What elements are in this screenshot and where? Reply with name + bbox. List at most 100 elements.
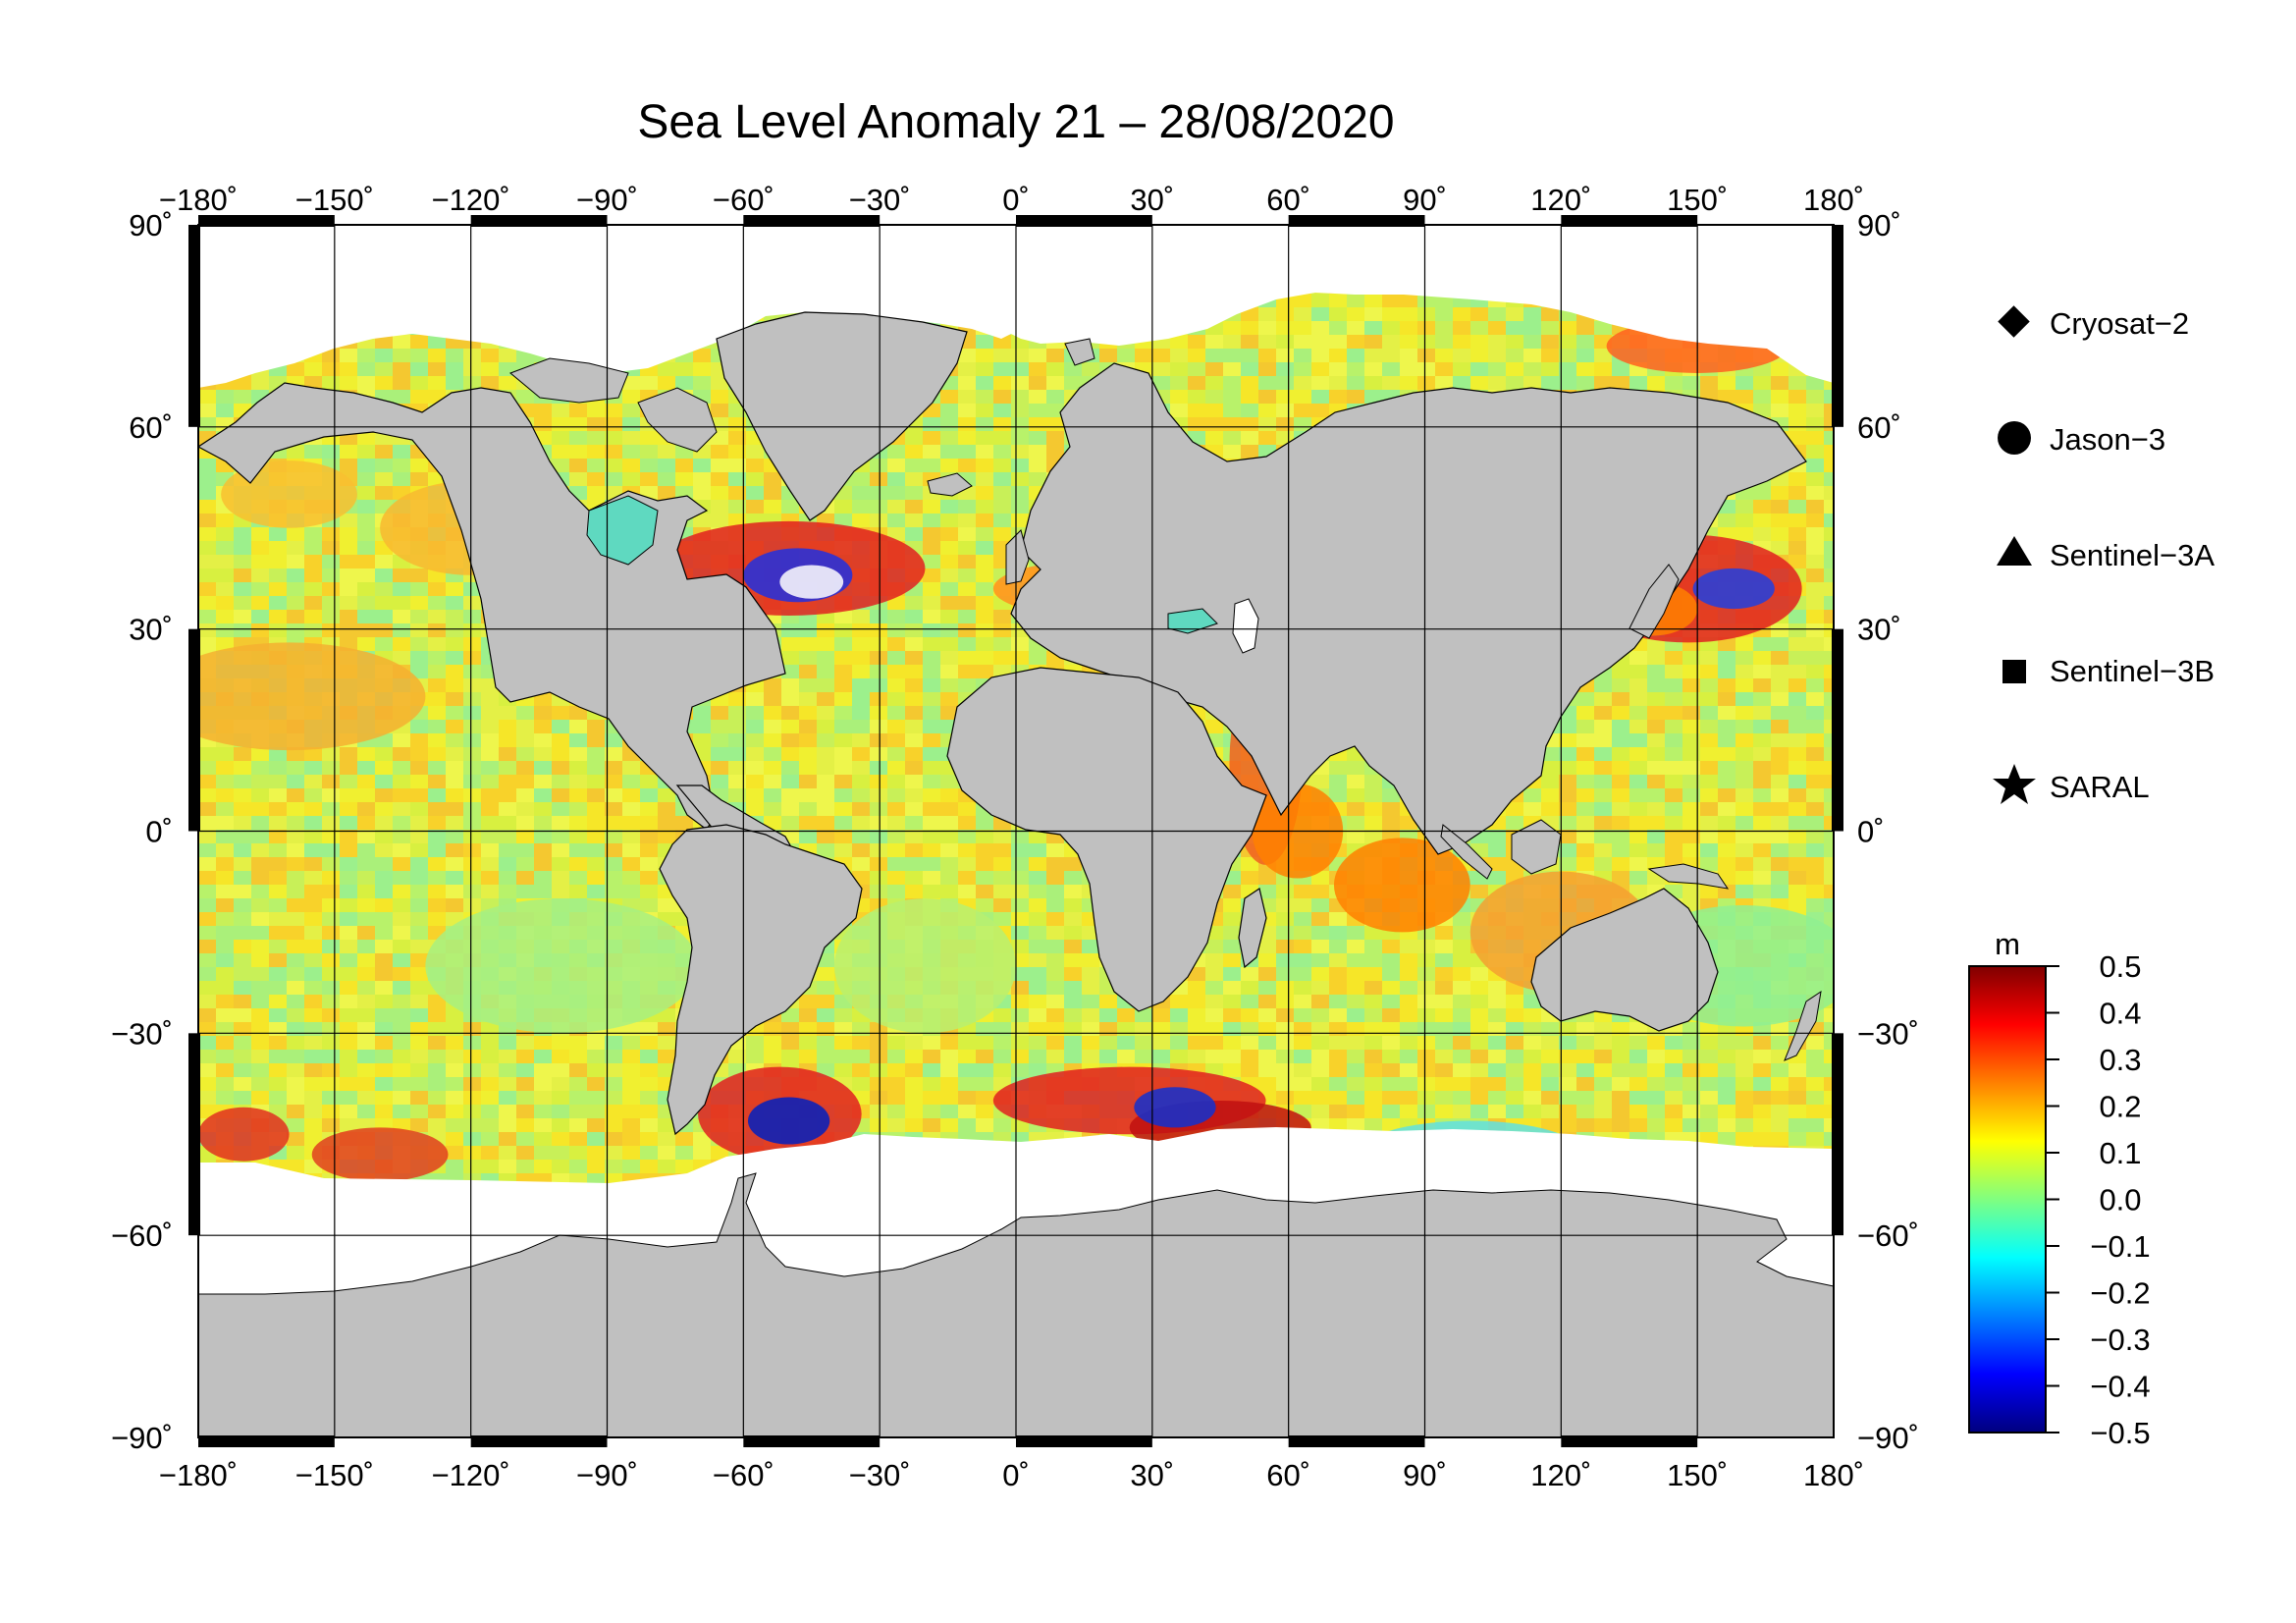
ocean-cell [958,349,977,363]
ocean-cell [1753,733,1772,748]
ocean-cell [1771,885,1789,899]
ocean-cell [1735,885,1754,899]
ocean-cell [375,335,394,350]
ocean-cell [428,802,447,817]
ocean-cell [976,596,994,611]
ocean-cell [216,747,235,762]
ocean-cell [1488,857,1507,872]
ocean-cell [1258,431,1277,446]
ocean-cell [852,857,871,872]
ocean-cell [322,555,341,569]
ocean-cell [198,514,217,528]
ocean-cell [375,486,394,501]
ocean-cell [1753,720,1772,734]
ocean-cell [287,912,305,927]
ocean-cell [1276,321,1295,336]
ocean-cell [1523,362,1542,377]
ocean-cell [1771,404,1789,418]
ocean-cell [1700,843,1719,858]
ocean-cell [940,527,959,542]
ocean-cell [1806,514,1825,528]
ocean-cell [534,788,553,803]
ocean-cell [1700,720,1719,734]
ocean-cell [410,885,429,899]
ocean-cell [711,431,729,446]
ocean-cell [622,871,641,886]
ocean-cell [1205,953,1224,968]
ocean-cell [1258,349,1277,363]
ocean-cell [976,541,994,556]
ocean-cell [905,788,924,803]
ocean-cell [340,568,358,583]
ocean-cell [1806,596,1825,611]
ocean-cell [1029,926,1047,941]
ocean-cell [1223,362,1242,377]
ocean-cell [357,514,376,528]
ocean-cell [1647,761,1666,776]
ocean-cell [463,665,482,679]
ocean-cell [375,843,394,858]
ocean-cell [817,637,835,652]
ocean-cell [1629,816,1648,831]
ocean-cell [958,678,977,693]
ocean-cell [357,871,376,886]
ocean-cell [1417,335,1436,350]
ocean-cell [1364,816,1383,831]
ocean-cell [322,445,341,460]
ocean-cell [357,527,376,542]
ocean-cell [870,761,888,776]
ocean-cell [1806,678,1825,693]
ocean-cell [410,830,429,844]
ocean-cell [887,885,906,899]
ocean-cell [1029,857,1047,872]
ocean-cell [234,940,252,954]
ocean-cell [322,775,341,789]
ocean-cell [357,898,376,913]
ocean-cell [269,775,288,789]
ocean-cell [1241,376,1259,391]
ocean-cell [1470,885,1489,899]
ocean-cell [322,843,341,858]
ocean-cell [499,733,517,748]
ocean-cell [887,857,906,872]
ocean-cell [393,871,411,886]
ocean-cell [1188,335,1206,350]
ocean-cell [923,500,941,514]
ocean-cell [852,747,871,762]
ocean-cell [605,816,623,831]
ocean-cell [958,527,977,542]
ocean-cell [1029,912,1047,927]
ocean-cell [993,623,1012,638]
ocean-cell [587,802,606,817]
ocean-cell [322,802,341,817]
ocean-cell [428,665,447,679]
ocean-cell [1188,376,1206,391]
ocean-cell [516,733,535,748]
ocean-cell [1718,885,1736,899]
ocean-cell [1789,788,1807,803]
ocean-cell [1753,747,1772,762]
ocean-cell [1029,390,1047,405]
ocean-cell [1559,321,1577,336]
ocean-cell [269,555,288,569]
ocean-cell [1735,775,1754,789]
ocean-cell [1011,871,1030,886]
ocean-cell [905,761,924,776]
ocean-cell [1665,376,1683,391]
ocean-cell [870,623,888,638]
ocean-cell [1011,912,1030,927]
ocean-cell [198,637,217,652]
ocean-cell [1824,582,1834,597]
ocean-cell [834,514,853,528]
ocean-cell [446,802,464,817]
ocean-cell [1629,802,1648,817]
ocean-cell [516,747,535,762]
ocean-cell [1347,349,1365,363]
ocean-cell [1735,747,1754,762]
ocean-cell [1718,775,1736,789]
ocean-cell [605,417,623,432]
ocean-cell [428,706,447,721]
ocean-cell [1647,775,1666,789]
ocean-cell [446,830,464,844]
ocean-cell [1011,390,1030,405]
